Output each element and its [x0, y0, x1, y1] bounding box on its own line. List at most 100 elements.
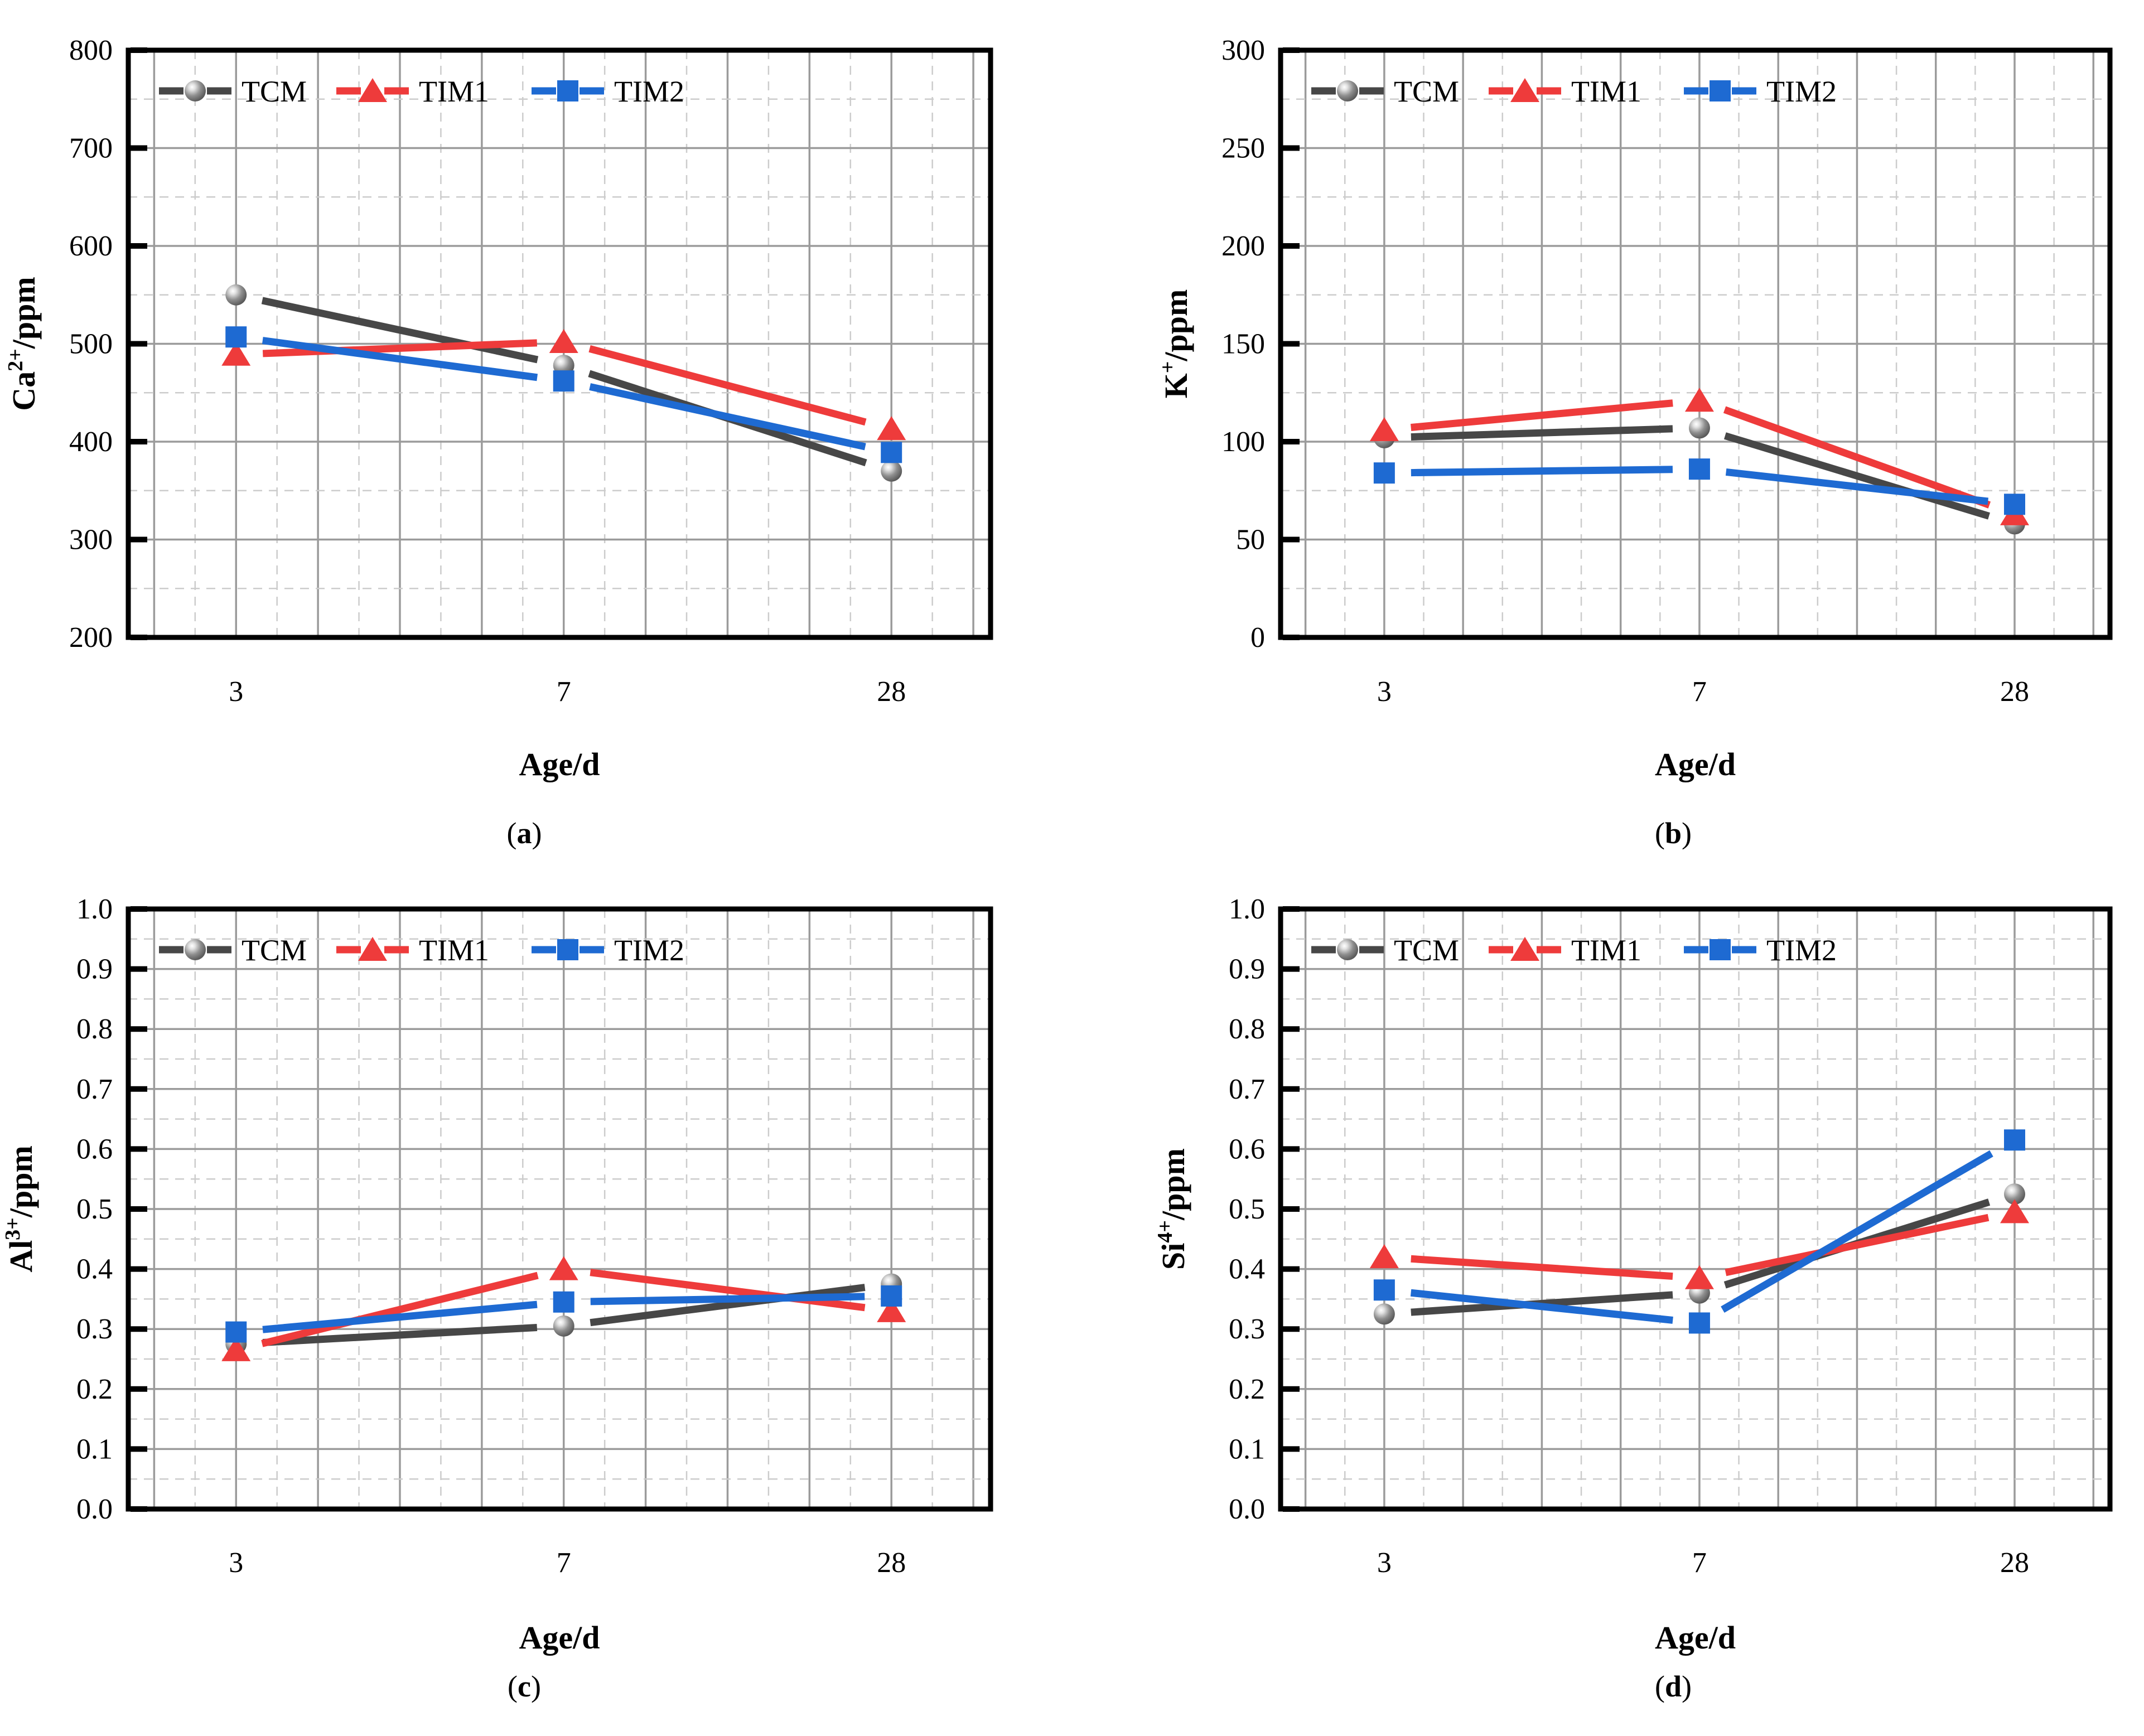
marker-tim2-28: [2003, 1129, 2025, 1151]
legend: TCM TIM1 TIM2: [159, 934, 684, 967]
x-axis-title: Age/d: [1655, 1619, 1736, 1656]
y-tick-labels: 0.0 0.1 0.2 0.3 0.4 0.5 0.6 0.7 0.8 0.9 1.0: [1229, 893, 1265, 1525]
plot-frame: [1278, 906, 2113, 1512]
marker-tim2-7: [1688, 458, 1710, 480]
svg-text:700: 700: [69, 133, 113, 165]
legend-label: TIM1: [419, 75, 489, 108]
svg-text:100: 100: [1221, 426, 1265, 458]
data-markers: [221, 1256, 906, 1361]
svg-text:0.7: 0.7: [76, 1073, 113, 1105]
svg-text:0.4: 0.4: [1229, 1254, 1265, 1285]
y-tick-labels: 200 300 400 500 600 700 800: [69, 35, 113, 654]
marker-tim1-3: [1369, 1244, 1399, 1269]
legend: TCM TIM1 TIM2: [159, 75, 684, 108]
line-tim1: [1723, 406, 1991, 509]
marker-tim2-3: [1373, 1279, 1395, 1301]
svg-text:0.2: 0.2: [1229, 1374, 1265, 1405]
marker-tim1-28: [2000, 1199, 2029, 1224]
legend-item-tcm: TCM: [159, 75, 307, 108]
svg-text:7: 7: [557, 676, 571, 708]
legend-item-tcm: TCM: [1311, 75, 1459, 108]
marker-tcm-28: [2003, 1183, 2025, 1205]
svg-text:1.0: 1.0: [1229, 893, 1265, 925]
line-tim2: [590, 1293, 865, 1305]
legend-marker-tim2: [1710, 80, 1731, 101]
line-tcm: [1723, 432, 1990, 520]
panel-caption-b: (b): [1655, 816, 1692, 850]
line-tim1: [1725, 1213, 1990, 1276]
panel-caption-d: (d): [1655, 1670, 1692, 1703]
legend-marker-tim2: [557, 80, 578, 101]
legend-marker-tim1: [358, 78, 387, 102]
line-tim1: [588, 345, 867, 426]
svg-text:0.3: 0.3: [76, 1313, 113, 1345]
svg-text:300: 300: [69, 524, 113, 556]
x-tick-labels: 3 7 28: [1377, 676, 2029, 708]
legend-marker-tcm: [185, 939, 206, 960]
svg-text:28: 28: [2000, 1547, 2029, 1579]
y-axis-title: Al3+/ppm: [1, 1145, 39, 1273]
panel-b: 0 50 100 150 200 250 300 3 7 28 Age/d K+/ppm TCM TIM1…: [1156, 35, 2113, 850]
gridlines: [128, 909, 991, 1509]
svg-text:0.1: 0.1: [1229, 1433, 1265, 1465]
marker-tim1-3: [221, 1337, 251, 1361]
legend-label: TIM2: [614, 75, 684, 108]
legend-marker-tcm: [1337, 939, 1358, 960]
line-tcm: [262, 1323, 538, 1346]
marker-tcm-3: [225, 284, 247, 306]
svg-text:0.9: 0.9: [76, 954, 113, 985]
marker-tim1-3: [1369, 417, 1399, 441]
x-tick-labels: 3 7 28: [229, 676, 906, 708]
marker-tcm-7: [553, 1315, 574, 1337]
plot-frame: [125, 47, 993, 640]
marker-tcm-7: [1688, 417, 1710, 439]
y-axis-ticks: [131, 906, 147, 1512]
marker-tcm-3: [1373, 1303, 1395, 1325]
marker-tim2-28: [881, 442, 902, 463]
svg-text:0.1: 0.1: [76, 1433, 113, 1465]
svg-text:0.9: 0.9: [1229, 954, 1265, 985]
marker-tim1-28: [877, 1298, 906, 1322]
line-tcm: [261, 297, 539, 364]
svg-text:0.5: 0.5: [1229, 1193, 1265, 1225]
legend: TCM TIM1 TIM2: [1311, 934, 1837, 967]
svg-text:150: 150: [1221, 328, 1265, 360]
y-axis-title: K+/ppm: [1156, 289, 1194, 399]
legend-label: TIM2: [1766, 934, 1837, 967]
svg-text:400: 400: [69, 426, 113, 458]
legend-label: TCM: [242, 934, 307, 967]
svg-text:0.0: 0.0: [76, 1493, 113, 1525]
line-tim2: [1410, 1289, 1673, 1324]
svg-text:0.3: 0.3: [1229, 1313, 1265, 1345]
panel-c: 0.0 0.1 0.2 0.3 0.4 0.5 0.6 0.7 0.8 0.9 1.0 3 7 28 Age…: [1, 893, 993, 1703]
legend-item-tim2: TIM2: [1684, 934, 1837, 967]
line-tim1: [261, 1271, 539, 1347]
line-tim2: [1725, 468, 1989, 505]
marker-tim2-3: [225, 1321, 247, 1343]
svg-text:28: 28: [2000, 676, 2029, 708]
marker-tim2-7: [553, 1291, 574, 1313]
marker-tim2-7: [553, 370, 574, 392]
line-tcm: [590, 1284, 866, 1327]
legend-marker-tcm: [1337, 80, 1358, 101]
legend-item-tim1: TIM1: [336, 934, 489, 967]
x-axis-title: Age/d: [519, 746, 600, 782]
panel-a: 200 300 400 500 600 700 800 3 7 28 Age/d Ca2+/ppm TC…: [4, 35, 993, 850]
marker-tim2-28: [2003, 494, 2025, 515]
svg-text:0.6: 0.6: [1229, 1133, 1265, 1165]
plot-frame: [125, 906, 993, 1512]
line-tim1: [1411, 1255, 1673, 1280]
line-tim1: [590, 1269, 866, 1312]
legend-label: TCM: [242, 75, 307, 108]
legend-item-tim2: TIM2: [532, 75, 684, 108]
gridlines: [1281, 50, 2110, 637]
x-tick-labels: 3 7 28: [229, 1547, 906, 1579]
plot-frame: [1278, 47, 2113, 640]
svg-text:1.0: 1.0: [76, 893, 113, 925]
legend-label: TCM: [1394, 934, 1459, 967]
legend: TCM TIM1 TIM2: [1311, 75, 1837, 108]
svg-text:200: 200: [69, 622, 113, 654]
legend-marker-tim1: [1510, 937, 1539, 961]
legend-item-tim1: TIM1: [336, 75, 489, 108]
